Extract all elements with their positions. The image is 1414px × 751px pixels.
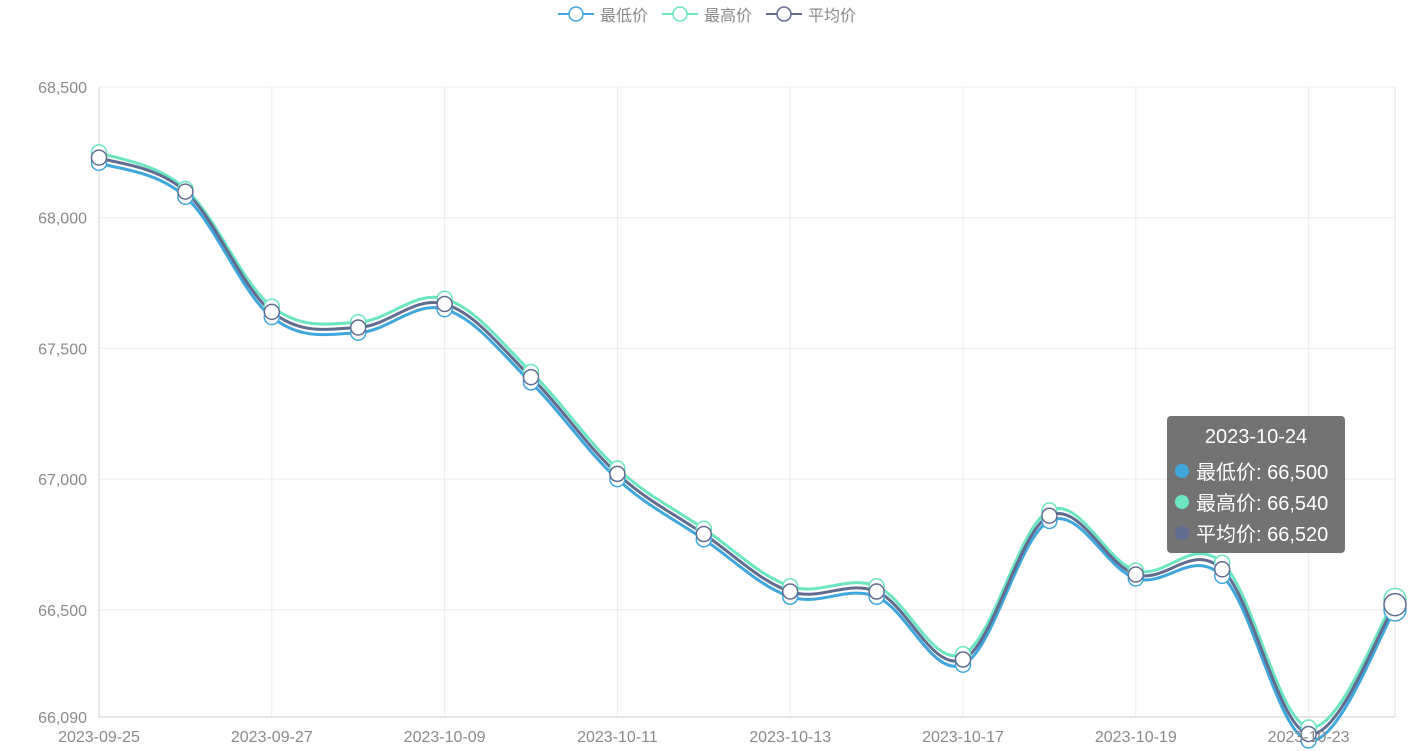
legend-item-highest[interactable]: 最高价 [661,2,752,26]
x-axis-tick-labels: 2023-09-25 2023-09-27 2023-10-09 2023-10-11… [58,729,1350,746]
x-tick-label: 2023-10-19 [1095,729,1177,746]
data-point[interactable] [349,319,367,336]
data-point[interactable] [609,465,626,483]
y-tick-label: 66,500 [38,603,87,620]
data-point[interactable] [1127,566,1145,583]
legend-label-average: 平均价 [808,8,857,25]
tooltip-title: 2023-10-24 [1204,426,1308,448]
x-tick-label: 2023-10-13 [749,729,831,746]
y-tick-label: 68,500 [38,80,87,97]
y-tick-label: 67,500 [38,341,87,358]
tooltip-dot-highest [1175,494,1189,509]
tooltip-row-lowest: 最低价: 66,500 [1175,455,1337,486]
y-tick-label: 66,090 [38,710,87,727]
legend: 最低价 最高价 平均价 [0,0,1414,28]
x-tick-label: 2023-10-23 [1268,729,1350,746]
tooltip-value-highest: 最高价: 66,540 [1196,493,1329,515]
legend-item-lowest[interactable]: 最低价 [557,2,648,26]
axes [98,87,1396,718]
tooltip-row-average: 平均价: 66,520 [1175,517,1337,548]
tooltip-dot-lowest [1175,463,1189,478]
y-tick-label: 67,000 [38,472,87,489]
tooltip-dot-average [1175,525,1189,540]
x-tick-label: 2023-09-27 [231,729,313,746]
grid-lines [99,86,1395,717]
data-point[interactable] [436,295,453,313]
data-point[interactable] [522,368,540,386]
series-points[interactable] [90,144,1407,749]
legend-item-average[interactable]: 平均价 [766,2,856,26]
y-axis-tick-labels: 66,090 66,500 67,000 67,500 68,000 68,500 [38,80,87,727]
tooltip-row-highest: 最高价: 66,540 [1175,486,1337,517]
data-point[interactable] [177,183,194,200]
x-tick-label: 2023-10-11 [577,729,658,746]
tooltip-value-average: 平均价: 66,520 [1196,524,1329,546]
legend-label-lowest: 最低价 [599,8,648,25]
legend-lowest-icon [557,6,594,22]
tooltip: 2023-10-24 最低价: 66,500 最高价: 66,540 平均价: … [1167,416,1345,553]
data-point[interactable] [695,525,713,543]
data-point[interactable] [263,303,281,321]
x-tick-label: 2023-09-25 [58,729,140,746]
legend-label-highest: 最高价 [703,8,752,25]
data-point[interactable] [1383,592,1407,617]
data-point[interactable] [954,651,972,668]
data-point[interactable] [1213,561,1231,578]
x-tick-label: 2023-10-09 [404,729,486,746]
y-tick-label: 68,000 [38,211,87,228]
legend-highest-icon [661,6,698,22]
x-tick-label: 2023-10-17 [922,729,1004,746]
tooltip-value-lowest: 最低价: 66,500 [1196,462,1329,484]
data-point[interactable] [868,583,885,600]
data-point[interactable] [1300,725,1317,743]
data-point[interactable] [90,149,108,166]
data-point[interactable] [781,583,799,600]
legend-average-icon [766,6,802,22]
data-point[interactable] [1041,507,1058,524]
